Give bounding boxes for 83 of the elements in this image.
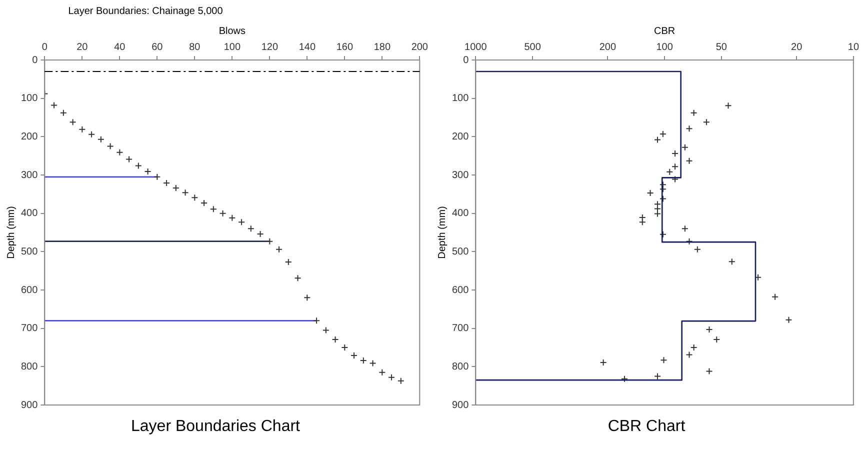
point [97,136,104,143]
x-tick-label: 40 [114,42,126,53]
point [210,206,217,213]
y-tick-label: 900 [20,400,38,411]
point [134,162,142,170]
point [60,109,67,116]
y-tick-label: 400 [452,208,470,220]
y-tick-label: 200 [452,131,470,142]
point [78,126,86,133]
point [322,326,330,334]
x-tick-label: 100 [224,42,241,53]
text: Layer Boundaries Chart [130,418,301,436]
x-tick-label: 120 [261,42,278,53]
point [313,317,320,324]
x-tick-label: 10 [848,42,860,53]
point [238,218,246,226]
point [369,360,376,367]
y-axis-title: Depth (mm) [6,206,17,259]
point [256,230,264,238]
point [266,238,274,245]
y-tick-label: 600 [20,284,38,296]
point [88,130,96,138]
x-tick-label: 50 [716,42,728,53]
point [388,374,396,381]
y-tick-label: 300 [452,170,470,181]
y-tick-label: 900 [452,400,470,411]
point [126,156,133,163]
y-tick-label: 500 [452,246,470,258]
point [228,214,236,222]
text: CBR Chart [606,418,686,436]
x-axis-title: CBR [654,26,676,37]
y-tick-label: 500 [20,246,38,258]
x-axis-title: Blows [218,26,246,37]
point [69,118,76,126]
y-tick-label: 0 [32,54,38,66]
x-tick-label: 0 [42,42,48,53]
point [191,194,198,202]
y-tick-label: 100 [20,93,38,104]
x-tick-label: 1000 [464,42,488,53]
x-tick-label: 60 [152,42,164,53]
y-tick-label: 700 [452,323,470,334]
y-tick-label: 800 [20,361,38,372]
y-tick-label: 0 [463,54,470,66]
point [172,184,180,192]
point [163,180,170,187]
y-tick-label: 800 [452,361,470,372]
x-tick-label: 20 [76,42,88,53]
y-tick-label: 200 [20,131,38,142]
y-axis-title: Depth (mm) [436,206,448,259]
point [50,102,58,109]
point [397,377,404,384]
x-tick-label: 200 [411,42,428,53]
point [284,258,292,266]
y-tick-label: 300 [20,170,38,181]
point [350,352,358,360]
point [378,368,386,376]
point [154,173,161,180]
point [182,189,189,196]
point [200,199,208,206]
x-tick-label: 500 [524,42,542,53]
point [276,246,283,253]
x-tick-label: 140 [298,42,316,53]
x-tick-label: 200 [599,42,616,53]
y-tick-label: 100 [452,93,470,104]
point [219,210,226,217]
x-tick-label: 80 [189,42,201,53]
y-tick-label: 600 [452,284,470,296]
x-tick-label: 160 [336,42,354,53]
point [332,336,339,343]
x-tick-label: 100 [656,42,674,53]
point [360,357,367,364]
point [247,225,254,232]
x-tick-label: 180 [374,42,391,53]
point [144,168,152,176]
x-tick-label: 20 [791,42,803,53]
point [106,142,114,150]
point [294,274,302,282]
point [116,148,124,156]
y-tick-label: 700 [20,323,38,334]
chart-title: Layer Boundaries: Chainage 5,000 [67,5,224,19]
y-tick-label: 400 [20,208,38,220]
point [341,344,348,351]
point [304,294,311,302]
